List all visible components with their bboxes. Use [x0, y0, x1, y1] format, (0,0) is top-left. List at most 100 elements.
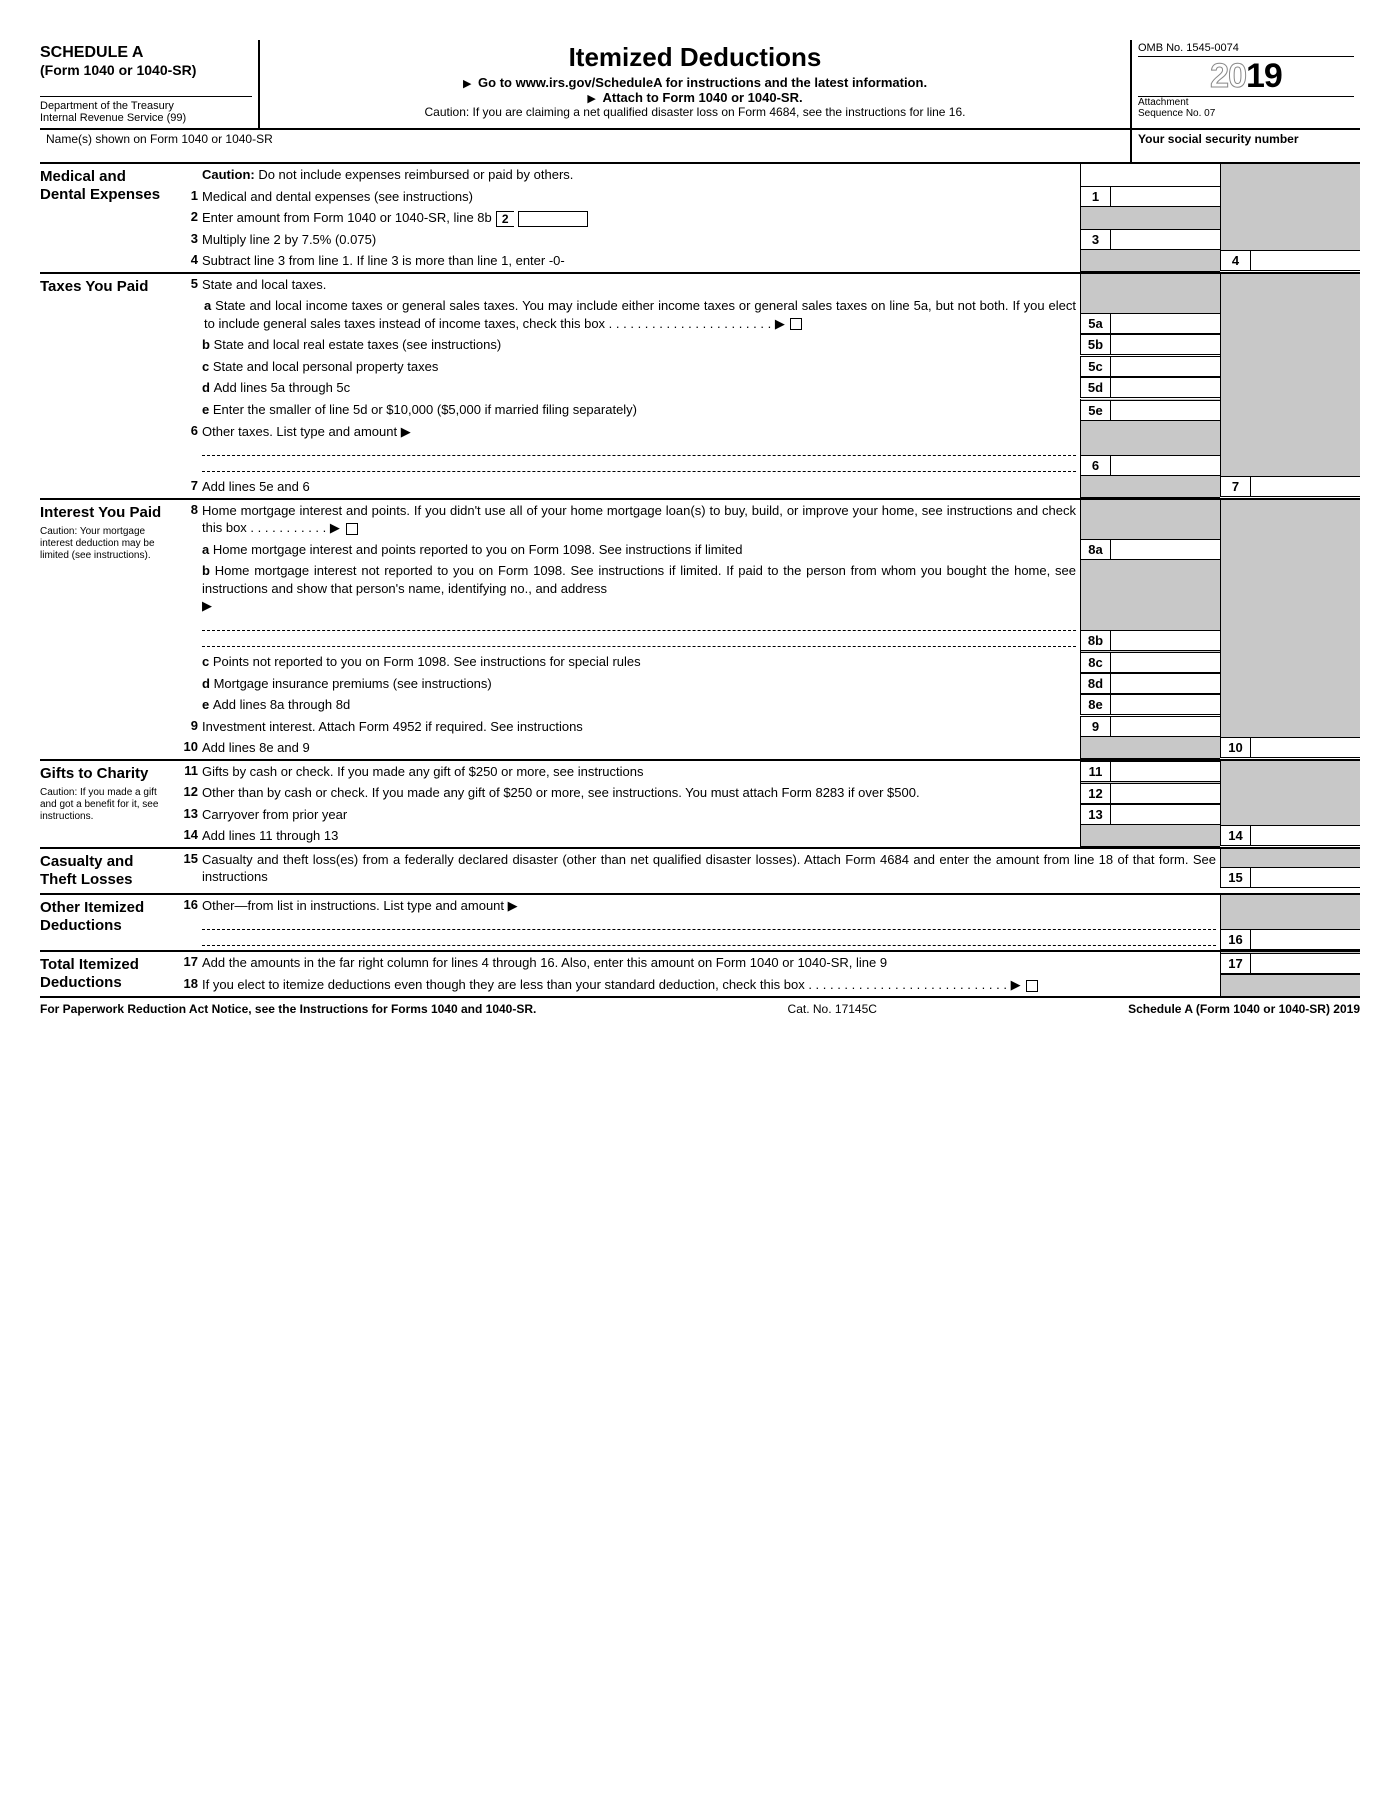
line-16-amount[interactable] [1250, 929, 1360, 950]
line-1-amount[interactable] [1110, 186, 1220, 207]
line-8c-amount[interactable] [1110, 652, 1220, 673]
form-footer: For Paperwork Reduction Act Notice, see … [40, 998, 1360, 1016]
line-8a-amount[interactable] [1110, 539, 1220, 560]
line-3-amount[interactable] [1110, 229, 1220, 250]
line-10-amount[interactable] [1250, 737, 1360, 758]
line-5b-amount[interactable] [1110, 334, 1220, 355]
line-5e-num: 5e [1080, 400, 1110, 421]
header-left: SCHEDULE A (Form 1040 or 1040-SR) Depart… [40, 40, 260, 128]
section-title-casualty: Casualty and Theft Losses [40, 849, 180, 893]
line-6-writein-2[interactable] [202, 458, 1076, 472]
medical-body: Caution: Do not include expenses reimbur… [180, 164, 1360, 272]
line-4-amount[interactable] [1250, 250, 1360, 271]
line-8d-amount[interactable] [1110, 673, 1220, 694]
ssn-field[interactable]: Your social security number [1130, 130, 1360, 162]
section-total: Total Itemized Deductions 17 Add the amo… [40, 952, 1360, 998]
line-5c-desc: c State and local personal property taxe… [202, 356, 1080, 378]
form-number: (Form 1040 or 1040-SR) [40, 62, 252, 78]
line-8b-writein-2[interactable] [202, 633, 1076, 647]
line-10-num: 10 [1220, 737, 1250, 758]
section-title-gifts: Gifts to Charity Caution: If you made a … [40, 761, 180, 847]
line-15-amount[interactable] [1250, 867, 1360, 888]
line-8b-desc: b Home mortgage interest not reported to… [202, 560, 1080, 651]
header-center: Itemized Deductions Go to www.irs.gov/Sc… [260, 40, 1130, 128]
line-8d-num: 8d [1080, 673, 1110, 694]
line-5d-desc: d Add lines 5a through 5c [202, 377, 1080, 399]
footer-formid: Schedule A (Form 1040 or 1040-SR) 2019 [1128, 1002, 1360, 1016]
section-title-other: Other Itemized Deductions [40, 895, 180, 951]
line-6-amount[interactable] [1110, 455, 1220, 476]
sub-instructions: Go to www.irs.gov/ScheduleA for instruct… [268, 75, 1122, 90]
section-other: Other Itemized Deductions 16 Other—from … [40, 895, 1360, 953]
omb-number: OMB No. 1545-0074 [1138, 42, 1354, 57]
line-5d-num: 5d [1080, 377, 1110, 398]
line-8e-amount[interactable] [1110, 694, 1220, 715]
section-medical: Medical and Dental Expenses Caution: Do … [40, 164, 1360, 274]
line-8e-num: 8e [1080, 694, 1110, 715]
form-title: Itemized Deductions [268, 42, 1122, 73]
line-18-checkbox[interactable] [1026, 980, 1038, 992]
line-1-desc: Medical and dental expenses (see instruc… [202, 186, 1080, 208]
attachment-seq: Attachment Sequence No. 07 [1138, 97, 1354, 119]
line-17-desc: Add the amounts in the far right column … [202, 952, 1220, 974]
other-body: 16 Other—from list in instructions. List… [180, 895, 1360, 951]
line-13-amount[interactable] [1110, 804, 1220, 825]
line-5e-desc: e Enter the smaller of line 5d or $10,00… [202, 399, 1080, 421]
section-taxes: Taxes You Paid 5 State and local taxes. … [40, 274, 1360, 500]
line-5d-amount[interactable] [1110, 377, 1220, 398]
line-8e-desc: e Add lines 8a through 8d [202, 694, 1080, 716]
section-title-medical: Medical and Dental Expenses [40, 164, 180, 272]
line-17-amount[interactable] [1250, 953, 1360, 974]
line-5a-checkbox[interactable] [790, 318, 802, 330]
line-16-desc: Other—from list in instructions. List ty… [202, 895, 1220, 951]
line-7-num: 7 [1220, 476, 1250, 497]
line-2-inline-amount[interactable] [518, 211, 588, 227]
header-right: OMB No. 1545-0074 2019 Attachment Sequen… [1130, 40, 1360, 128]
line-4-num: 4 [1220, 250, 1250, 271]
line-16-num: 16 [1220, 929, 1250, 950]
section-interest: Interest You Paid Caution: Your mortgage… [40, 500, 1360, 761]
footer-catalog: Cat. No. 17145C [788, 1002, 877, 1016]
line-8b-amount[interactable] [1110, 630, 1220, 651]
line-12-amount[interactable] [1110, 783, 1220, 804]
line-8-checkbox[interactable] [346, 523, 358, 535]
taxes-body: 5 State and local taxes. a State and loc… [180, 274, 1360, 498]
line-18-desc: If you elect to itemize deductions even … [202, 974, 1220, 996]
header-caution: Caution: If you are claiming a net quali… [268, 105, 1122, 119]
sub-attach: Attach to Form 1040 or 1040-SR. [268, 90, 1122, 105]
section-gifts: Gifts to Charity Caution: If you made a … [40, 761, 1360, 849]
line-8b-writein-1[interactable] [202, 617, 1076, 631]
line-5b-desc: b State and local real estate taxes (see… [202, 334, 1080, 356]
dept-treasury: Department of the Treasury Internal Reve… [40, 96, 252, 124]
tax-year: 2019 [1138, 57, 1354, 97]
line-8d-desc: d Mortgage insurance premiums (see instr… [202, 673, 1080, 695]
line-12-num: 12 [1080, 783, 1110, 804]
line-5a-desc: a State and local income taxes or genera… [202, 295, 1080, 334]
line-8c-num: 8c [1080, 652, 1110, 673]
name-field[interactable]: Name(s) shown on Form 1040 or 1040-SR [40, 130, 1130, 162]
line-14-desc: Add lines 11 through 13 [202, 825, 1080, 847]
line-9-desc: Investment interest. Attach Form 4952 if… [202, 716, 1080, 738]
line-1-num: 1 [1080, 186, 1110, 207]
line-2-desc: Enter amount from Form 1040 or 1040-SR, … [202, 207, 1080, 229]
line-13-num: 13 [1080, 804, 1110, 825]
line-16-writein-1[interactable] [202, 916, 1216, 930]
line-5a-amount[interactable] [1110, 313, 1220, 334]
line-16-writein-2[interactable] [202, 932, 1216, 946]
line-6-num: 6 [1080, 455, 1110, 476]
line-6-writein-1[interactable] [202, 442, 1076, 456]
line-5a-num: 5a [1080, 313, 1110, 334]
line-5c-amount[interactable] [1110, 356, 1220, 377]
section-title-interest: Interest You Paid Caution: Your mortgage… [40, 500, 180, 759]
schedule-label: SCHEDULE A [40, 44, 252, 62]
line-5b-num: 5b [1080, 334, 1110, 355]
line-7-amount[interactable] [1250, 476, 1360, 497]
interest-body: 8 Home mortgage interest and points. If … [180, 500, 1360, 759]
line-9-amount[interactable] [1110, 716, 1220, 737]
total-body: 17 Add the amounts in the far right colu… [180, 952, 1360, 996]
line-5e-amount[interactable] [1110, 400, 1220, 421]
line-17-num: 17 [1220, 953, 1250, 974]
line-11-desc: Gifts by cash or check. If you made any … [202, 761, 1080, 783]
line-14-amount[interactable] [1250, 825, 1360, 846]
line-11-amount[interactable] [1110, 761, 1220, 782]
